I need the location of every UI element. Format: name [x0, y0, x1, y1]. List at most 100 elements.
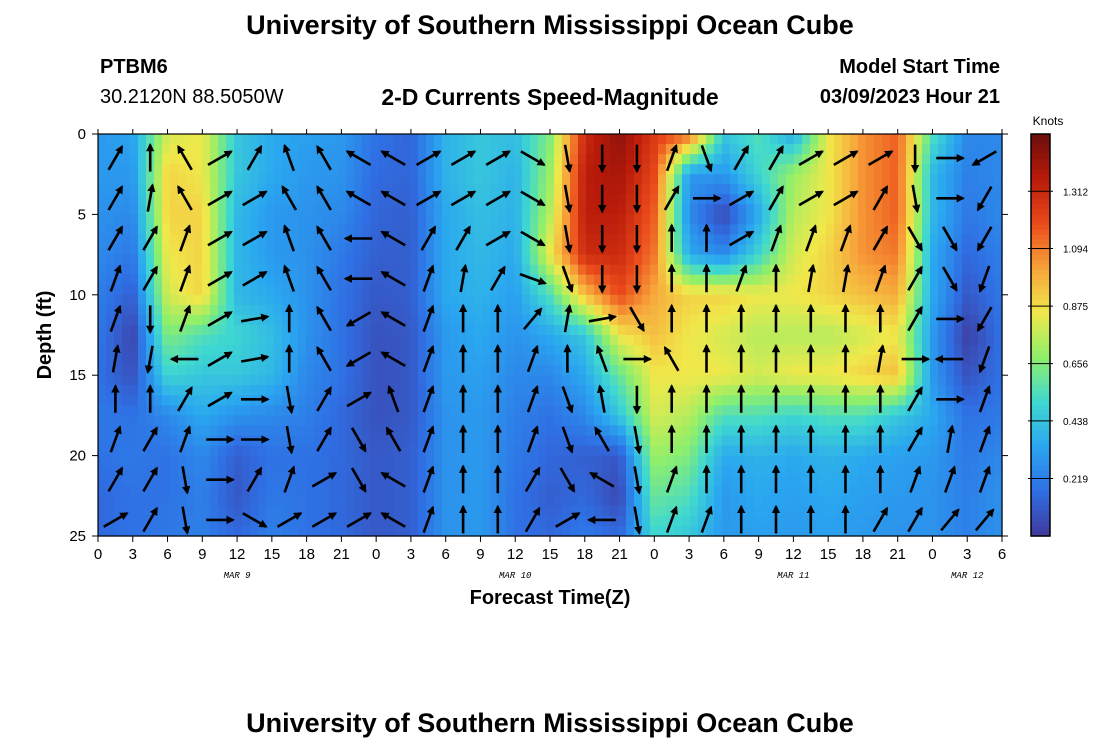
heatmap-cell — [506, 284, 515, 296]
heatmap-cell — [202, 294, 211, 306]
heatmap-cell — [698, 365, 707, 376]
heatmap-cell — [858, 314, 867, 326]
heatmap-cell — [170, 174, 179, 185]
heatmap-cell — [914, 345, 923, 356]
heatmap-cell — [938, 455, 947, 467]
heatmap-cell — [218, 475, 227, 487]
heatmap-cell — [122, 435, 131, 447]
heatmap-cell — [218, 294, 227, 306]
heatmap-cell — [962, 345, 971, 356]
colorbar-segment — [1031, 249, 1050, 256]
heatmap-cell — [530, 335, 539, 346]
heatmap-cell — [530, 525, 539, 537]
x-tick-label: 18 — [298, 546, 315, 563]
heatmap-cell — [938, 204, 947, 215]
heatmap-cell — [962, 204, 971, 215]
current-arrow — [179, 425, 192, 453]
heatmap-cell — [314, 154, 323, 165]
colorbar-segment — [1031, 405, 1050, 411]
heatmap-cell — [346, 425, 355, 437]
heatmap-cell — [578, 214, 587, 226]
heatmap-cell — [434, 445, 443, 457]
heatmap-cell — [986, 525, 995, 537]
heatmap-cell — [586, 214, 595, 226]
heatmap-cell — [354, 425, 363, 437]
heatmap-cell — [122, 425, 131, 437]
heatmap-cell — [266, 224, 275, 236]
heatmap-cell — [738, 184, 747, 195]
heatmap-cell — [218, 134, 227, 145]
heatmap-cell — [698, 355, 707, 366]
current-arrow — [316, 144, 332, 171]
heatmap-cell — [538, 445, 547, 457]
heatmap-cell — [874, 475, 883, 487]
heatmap-cell — [946, 294, 955, 306]
heatmap-cell — [98, 254, 107, 266]
heatmap-cell — [474, 375, 483, 386]
heatmap-cell — [490, 174, 499, 185]
heatmap-cell — [530, 254, 539, 266]
heatmap-cell — [674, 515, 683, 527]
heatmap-cell — [578, 194, 587, 205]
heatmap-cell — [754, 204, 763, 215]
heatmap-cell — [210, 304, 219, 316]
heatmap-cell — [338, 385, 347, 396]
current-arrow — [872, 225, 889, 251]
heatmap-cell — [634, 495, 643, 507]
heatmap-cell — [770, 375, 779, 386]
heatmap-cell — [802, 475, 811, 487]
heatmap-cell — [250, 174, 259, 185]
heatmap-cell — [314, 234, 323, 246]
current-arrow — [345, 190, 372, 207]
heatmap-cell — [442, 164, 451, 175]
heatmap-cell — [922, 355, 931, 366]
current-arrow — [978, 425, 991, 453]
heatmap-cell — [466, 264, 475, 276]
heatmap-cell — [482, 455, 491, 467]
heatmap-cell — [730, 335, 739, 346]
heatmap-cell — [306, 214, 315, 226]
heatmap-cell — [442, 495, 451, 507]
current-arrow — [415, 190, 442, 207]
heatmap-cell — [818, 314, 827, 326]
heatmap-cell — [986, 174, 995, 185]
x-tick-label: 12 — [785, 546, 802, 563]
colorbar-segment — [1031, 415, 1050, 422]
heatmap-cell — [906, 455, 915, 467]
heatmap-cell — [706, 365, 715, 376]
heatmap-cell — [730, 304, 739, 316]
heatmap-cell — [594, 144, 603, 155]
heatmap-cell — [394, 174, 403, 185]
heatmap-cell — [802, 445, 811, 457]
heatmap-cell — [114, 294, 123, 306]
heatmap-cell — [298, 475, 307, 487]
heatmap-cell — [458, 144, 467, 155]
heatmap-cell — [546, 345, 555, 356]
heatmap-cell — [594, 324, 603, 336]
heatmap-cell — [114, 375, 123, 386]
heatmap-cell — [226, 425, 235, 437]
heatmap-cell — [594, 475, 603, 487]
heatmap-cell — [786, 324, 795, 336]
heatmap-cell — [746, 445, 755, 457]
heatmap-cell — [730, 134, 739, 145]
heatmap-cell — [834, 324, 843, 336]
heatmap-cell — [266, 525, 275, 537]
heatmap-cell — [330, 495, 339, 507]
heatmap-cell — [914, 475, 923, 487]
heatmap-cell — [994, 294, 1003, 306]
heatmap-cell — [890, 425, 899, 437]
heatmap-cell — [514, 455, 523, 467]
heatmap-cell — [866, 154, 875, 165]
heatmap-cell — [410, 405, 419, 416]
heatmap-cell — [826, 134, 835, 145]
heatmap-cell — [898, 244, 907, 256]
heatmap-cell — [954, 365, 963, 376]
heatmap-cell — [650, 314, 659, 326]
heatmap-cell — [546, 254, 555, 266]
heatmap-cell — [274, 214, 283, 226]
heatmap-cell — [722, 335, 731, 346]
heatmap-cell — [746, 425, 755, 437]
heatmap-cell — [210, 204, 219, 215]
heatmap-cell — [258, 375, 267, 386]
